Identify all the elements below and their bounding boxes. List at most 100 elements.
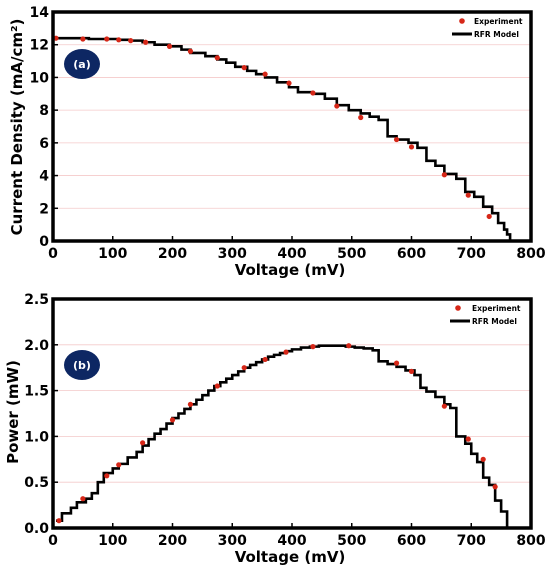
panel-label: (a) <box>73 58 90 71</box>
x-tick-label: 700 <box>457 246 486 262</box>
legend-experiment-marker <box>455 305 461 311</box>
experiment-point <box>80 36 86 42</box>
legend: Experiment RFR Model <box>450 304 521 326</box>
experiment-point <box>310 90 316 96</box>
x-tick-label: 200 <box>158 246 187 262</box>
legend-model-label: RFR Model <box>474 30 519 39</box>
experiment-point <box>104 473 110 479</box>
experiment-point <box>169 417 176 423</box>
experiment-point <box>241 65 247 71</box>
y-tick-label: 0.0 <box>24 521 49 537</box>
experiment-point <box>393 360 400 366</box>
chart-panel-b: 0 100 200 300 400 500 600 700 800 0.0 0.5 1.0 1.5 2.… <box>4 292 546 566</box>
x-tick-label: 300 <box>218 246 247 262</box>
experiment-point <box>441 403 447 409</box>
experiment-points <box>53 35 492 220</box>
y-tick-label: 0.5 <box>24 475 49 491</box>
x-axis-ticks: 0 100 200 300 400 500 600 700 800 <box>48 523 546 549</box>
x-tick-label: 200 <box>158 533 187 549</box>
model-step-line <box>55 344 511 530</box>
panel-label: (b) <box>73 359 91 372</box>
grid-lines <box>53 44 531 209</box>
experiment-point <box>262 356 268 363</box>
experiment-point <box>346 343 352 349</box>
experiment-point <box>465 192 471 198</box>
x-tick-label: 400 <box>277 533 306 549</box>
experiment-point <box>166 43 173 49</box>
experiment-point <box>187 48 194 54</box>
y-axis-ticks: 0.0 0.5 1.0 1.5 2.0 2.5 <box>24 292 58 537</box>
experiment-point <box>358 114 364 121</box>
x-tick-label: 500 <box>337 246 366 262</box>
experiment-point <box>310 344 316 350</box>
experiment-point <box>283 349 289 355</box>
experiment-point <box>486 213 492 220</box>
x-axis-label: Voltage (mV) <box>235 261 346 279</box>
experiment-point <box>140 440 146 446</box>
x-tick-label: 300 <box>218 533 247 549</box>
experiment-point <box>214 383 220 389</box>
x-tick-label: 800 <box>516 533 545 549</box>
legend-model-label: RFR Model <box>472 317 517 326</box>
y-tick-label: 6 <box>39 136 49 152</box>
chart-panel-a: 0 100 200 300 400 500 600 700 800 0 2 4 6 8 10 12 14 Vo… <box>8 5 546 279</box>
y-axis-ticks: 0 2 4 6 8 10 12 14 <box>30 5 58 250</box>
experiment-point <box>116 37 122 43</box>
panel-label-badge: (b) <box>64 350 100 380</box>
grid-lines <box>53 344 531 483</box>
y-tick-label: 2.5 <box>24 292 49 308</box>
experiment-point <box>441 172 447 178</box>
y-tick-label: 0 <box>39 234 49 250</box>
experiment-point <box>80 496 86 502</box>
legend-experiment-label: Experiment <box>472 304 521 313</box>
x-tick-label: 0 <box>48 246 58 262</box>
experiment-point <box>286 80 292 86</box>
experiment-point <box>480 456 486 462</box>
experiment-point <box>187 401 194 407</box>
x-tick-label: 800 <box>516 246 545 262</box>
experiment-point <box>393 136 400 143</box>
legend-experiment-marker <box>459 18 465 24</box>
y-axis-label: Current Density (mA/cm²) <box>8 19 26 236</box>
x-tick-label: 600 <box>397 533 426 549</box>
y-tick-label: 4 <box>39 169 49 185</box>
experiment-point <box>334 103 340 109</box>
y-tick-label: 10 <box>30 70 50 86</box>
y-tick-label: 2.0 <box>24 338 49 354</box>
experiment-point <box>408 144 415 150</box>
x-tick-label: 500 <box>337 533 366 549</box>
experiment-point <box>492 484 498 490</box>
experiment-point <box>56 518 62 524</box>
experiment-point <box>465 436 471 442</box>
experiment-points <box>56 343 498 524</box>
experiment-point <box>116 462 122 468</box>
plot-frame <box>51 297 533 530</box>
model-step-path <box>55 36 512 241</box>
x-tick-label: 100 <box>98 246 127 262</box>
x-axis-ticks: 0 100 200 300 400 500 600 700 800 <box>48 236 546 262</box>
x-tick-label: 700 <box>457 533 486 549</box>
experiment-point <box>104 36 110 42</box>
y-tick-label: 2 <box>39 201 49 217</box>
y-axis-label: Power (mW) <box>4 360 22 464</box>
y-tick-label: 12 <box>30 38 49 54</box>
panel-label-badge: (a) <box>64 49 100 79</box>
x-tick-label: 100 <box>98 533 127 549</box>
x-axis-label: Voltage (mV) <box>235 548 346 566</box>
experiment-point <box>408 368 415 374</box>
y-tick-label: 1.0 <box>24 429 49 445</box>
model-step-path <box>55 344 511 530</box>
x-tick-label: 0 <box>48 533 58 549</box>
legend-experiment-label: Experiment <box>474 17 523 26</box>
plot-frame <box>51 10 533 243</box>
model-step-line <box>55 36 512 241</box>
experiment-point <box>262 71 268 77</box>
experiment-point <box>214 55 220 61</box>
x-tick-label: 600 <box>397 246 426 262</box>
y-tick-label: 14 <box>30 5 50 21</box>
x-tick-label: 400 <box>277 246 306 262</box>
y-tick-label: 1.5 <box>24 384 49 400</box>
experiment-point <box>128 38 134 44</box>
experiment-point <box>143 39 149 45</box>
